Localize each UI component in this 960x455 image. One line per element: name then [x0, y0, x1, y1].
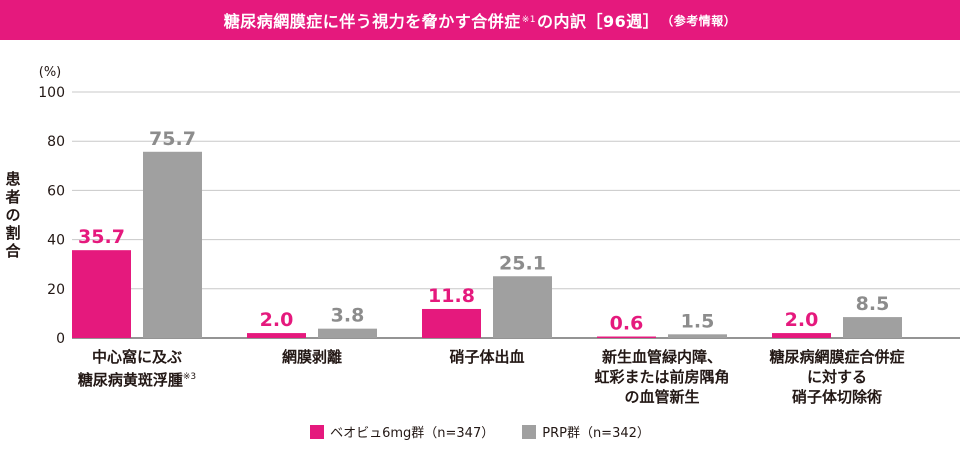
- category-label: 硝子体出血: [392, 347, 582, 367]
- chart-title-footnote: ※1: [521, 15, 536, 25]
- legend-item-series1: ベオビュ6mg群（n=347）: [310, 422, 494, 441]
- legend-swatch-series2: [522, 424, 537, 439]
- bar-series1-cat3: [422, 308, 481, 338]
- category-label-line: 網膜剥離: [281, 348, 342, 366]
- bar-series2-cat2: [318, 328, 377, 338]
- data-label-series2-cat2: 3.8: [331, 305, 365, 327]
- category-label: 網膜剥離: [217, 347, 407, 367]
- legend-swatch-series1: [310, 424, 325, 439]
- y-tick-label: 0: [56, 331, 65, 347]
- data-label-series2-cat1: 75.7: [149, 128, 196, 150]
- data-label-series2-cat3: 25.1: [499, 252, 546, 274]
- chart-title-main: 糖尿病網膜症に伴う視力を脅かす合併症: [223, 12, 521, 31]
- y-axis-label: 患者の割合: [5, 170, 21, 260]
- bar-series2-cat3: [493, 276, 552, 338]
- category-label: 中心窩に及ぶ 糖尿病黄斑浮腫※3: [42, 347, 232, 390]
- bar-series1-cat4: [597, 336, 656, 338]
- legend: ベオビュ6mg群（n=347） PRP群（n=342）: [0, 422, 960, 441]
- category-label-line: 新生血管緑内障、: [601, 348, 722, 366]
- data-label-series1-cat2: 2.0: [260, 309, 294, 331]
- bar-series1-cat5: [772, 333, 831, 338]
- category-label: 新生血管緑内障、 虹彩または前房隅角 の血管新生: [567, 347, 757, 407]
- legend-item-series2: PRP群（n=342）: [522, 422, 650, 441]
- category-label-line: に対する: [806, 368, 867, 386]
- category-label-line: 虹彩または前房隅角: [594, 368, 730, 386]
- y-tick-label: 60: [47, 183, 65, 199]
- category-footnote: ※3: [182, 372, 197, 382]
- chart-title-tail: の内訳［96週］: [537, 12, 660, 31]
- category-label-line: 糖尿病黄斑浮腫※3: [77, 371, 197, 389]
- y-tick-label: 100: [38, 85, 65, 101]
- legend-label-series1: ベオビュ6mg群（n=347）: [330, 426, 495, 441]
- category-label-line: の血管新生: [624, 388, 700, 406]
- data-label-series1-cat3: 11.8: [428, 285, 475, 307]
- bar-series1-cat1: [72, 250, 131, 338]
- data-label-series2-cat4: 1.5: [681, 310, 715, 332]
- category-label-line: 硝子体切除術: [791, 388, 882, 406]
- y-axis-unit: (%): [39, 65, 62, 80]
- chart-title-banner: 糖尿病網膜症に伴う視力を脅かす合併症 ※1 の内訳［96週］ （参考情報）: [0, 0, 960, 40]
- category-label: 糖尿病網膜症合併症 に対する硝子体切除術: [742, 347, 932, 407]
- y-tick-label: 80: [47, 134, 65, 150]
- category-label-line: 中心窩に及ぶ: [91, 348, 182, 366]
- y-tick-label: 40: [47, 233, 65, 249]
- category-label-line: 硝子体出血: [449, 348, 525, 366]
- bar-series2-cat5: [843, 317, 902, 338]
- bar-series1-cat2: [247, 333, 306, 338]
- y-tick-label: 20: [47, 282, 65, 298]
- data-label-series1-cat5: 2.0: [785, 309, 819, 331]
- data-label-series1-cat1: 35.7: [78, 226, 125, 248]
- chart-title-reference: （参考情報）: [661, 13, 737, 28]
- bar-series2-cat4: [668, 334, 727, 338]
- data-label-series2-cat5: 8.5: [856, 293, 890, 315]
- data-label-series1-cat4: 0.6: [610, 313, 644, 335]
- legend-label-series2: PRP群（n=342）: [542, 426, 650, 441]
- bar-series2-cat1: [143, 151, 202, 338]
- category-label-line: 糖尿病網膜症合併症: [769, 348, 905, 366]
